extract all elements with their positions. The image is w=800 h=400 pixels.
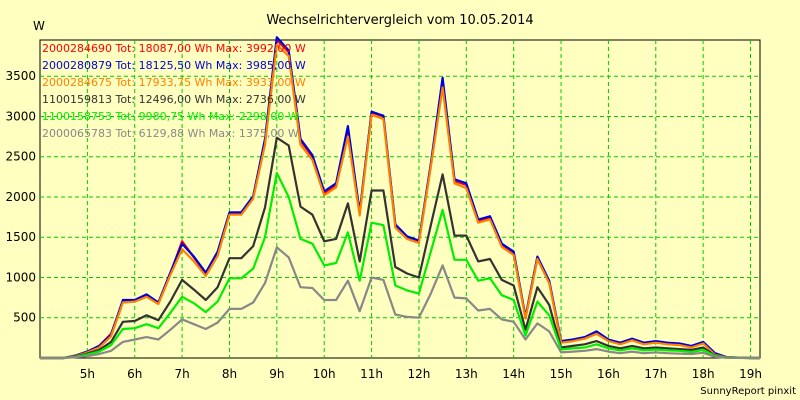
y-axis-label: W <box>33 19 45 33</box>
legend: 2000284690 Tot: 18087,00 Wh Max: 3992,00… <box>42 42 306 140</box>
y-tick-label: 2500 <box>5 150 36 164</box>
series-line-3 <box>40 43 760 360</box>
x-tick-label: 5h <box>80 367 95 381</box>
x-tick-label: 18h <box>692 367 715 381</box>
x-tick-label: 14h <box>502 367 525 381</box>
y-tick-label: 1000 <box>5 270 36 284</box>
x-tick-label: 12h <box>408 367 431 381</box>
grid <box>40 40 760 358</box>
legend-entry-6: 2000065783 Tot: 6129,88 Wh Max: 1375,00 … <box>42 127 299 140</box>
footer-credit: SunnyReport pinxit <box>700 386 796 397</box>
axis-ticks: 5h 6h 7h 8h 9h 10h 11h 12h 13h 14h 15h 16h 17h 18h 19h… <box>5 69 762 381</box>
legend-entry-3: 2000284675 Tot: 17933,75 Wh Max: 3933,00… <box>42 76 306 89</box>
series-line-5 <box>40 171 760 360</box>
legend-entry-4: 1100159813 Tot: 12496,00 Wh Max: 2736,00… <box>42 93 306 106</box>
x-tick-label: 16h <box>597 367 620 381</box>
series-line-4 <box>40 136 760 360</box>
x-tick-label: 9h <box>269 367 284 381</box>
x-tick-label: 11h <box>360 367 383 381</box>
series-lines <box>40 36 760 360</box>
y-tick-label: 3000 <box>5 109 36 123</box>
y-tick-label: 3500 <box>5 69 36 83</box>
chart-title: Wechselrichtervergleich vom 10.05.2014 <box>266 13 533 28</box>
series-line-6 <box>40 246 760 360</box>
x-tick-label: 6h <box>127 367 142 381</box>
y-tick-label: 1500 <box>5 230 36 244</box>
legend-entry-1: 2000284690 Tot: 18087,00 Wh Max: 3992,00… <box>42 42 306 55</box>
x-tick-label: 15h <box>550 367 573 381</box>
x-tick-label: 17h <box>644 367 667 381</box>
y-tick-label: 500 <box>13 311 36 325</box>
legend-entry-2: 2000280879 Tot: 18125,50 Wh Max: 3985,00… <box>42 59 306 72</box>
x-tick-label: 8h <box>222 367 237 381</box>
plot-area <box>39 39 761 359</box>
x-tick-label: 19h <box>739 367 762 381</box>
x-tick-label: 10h <box>313 367 336 381</box>
x-tick-label: 13h <box>455 367 478 381</box>
y-tick-label: 2000 <box>5 190 36 204</box>
legend-entry-5: 1100158753 Tot: 9980,75 Wh Max: 2298,00 … <box>42 110 299 123</box>
x-tick-label: 7h <box>174 367 189 381</box>
